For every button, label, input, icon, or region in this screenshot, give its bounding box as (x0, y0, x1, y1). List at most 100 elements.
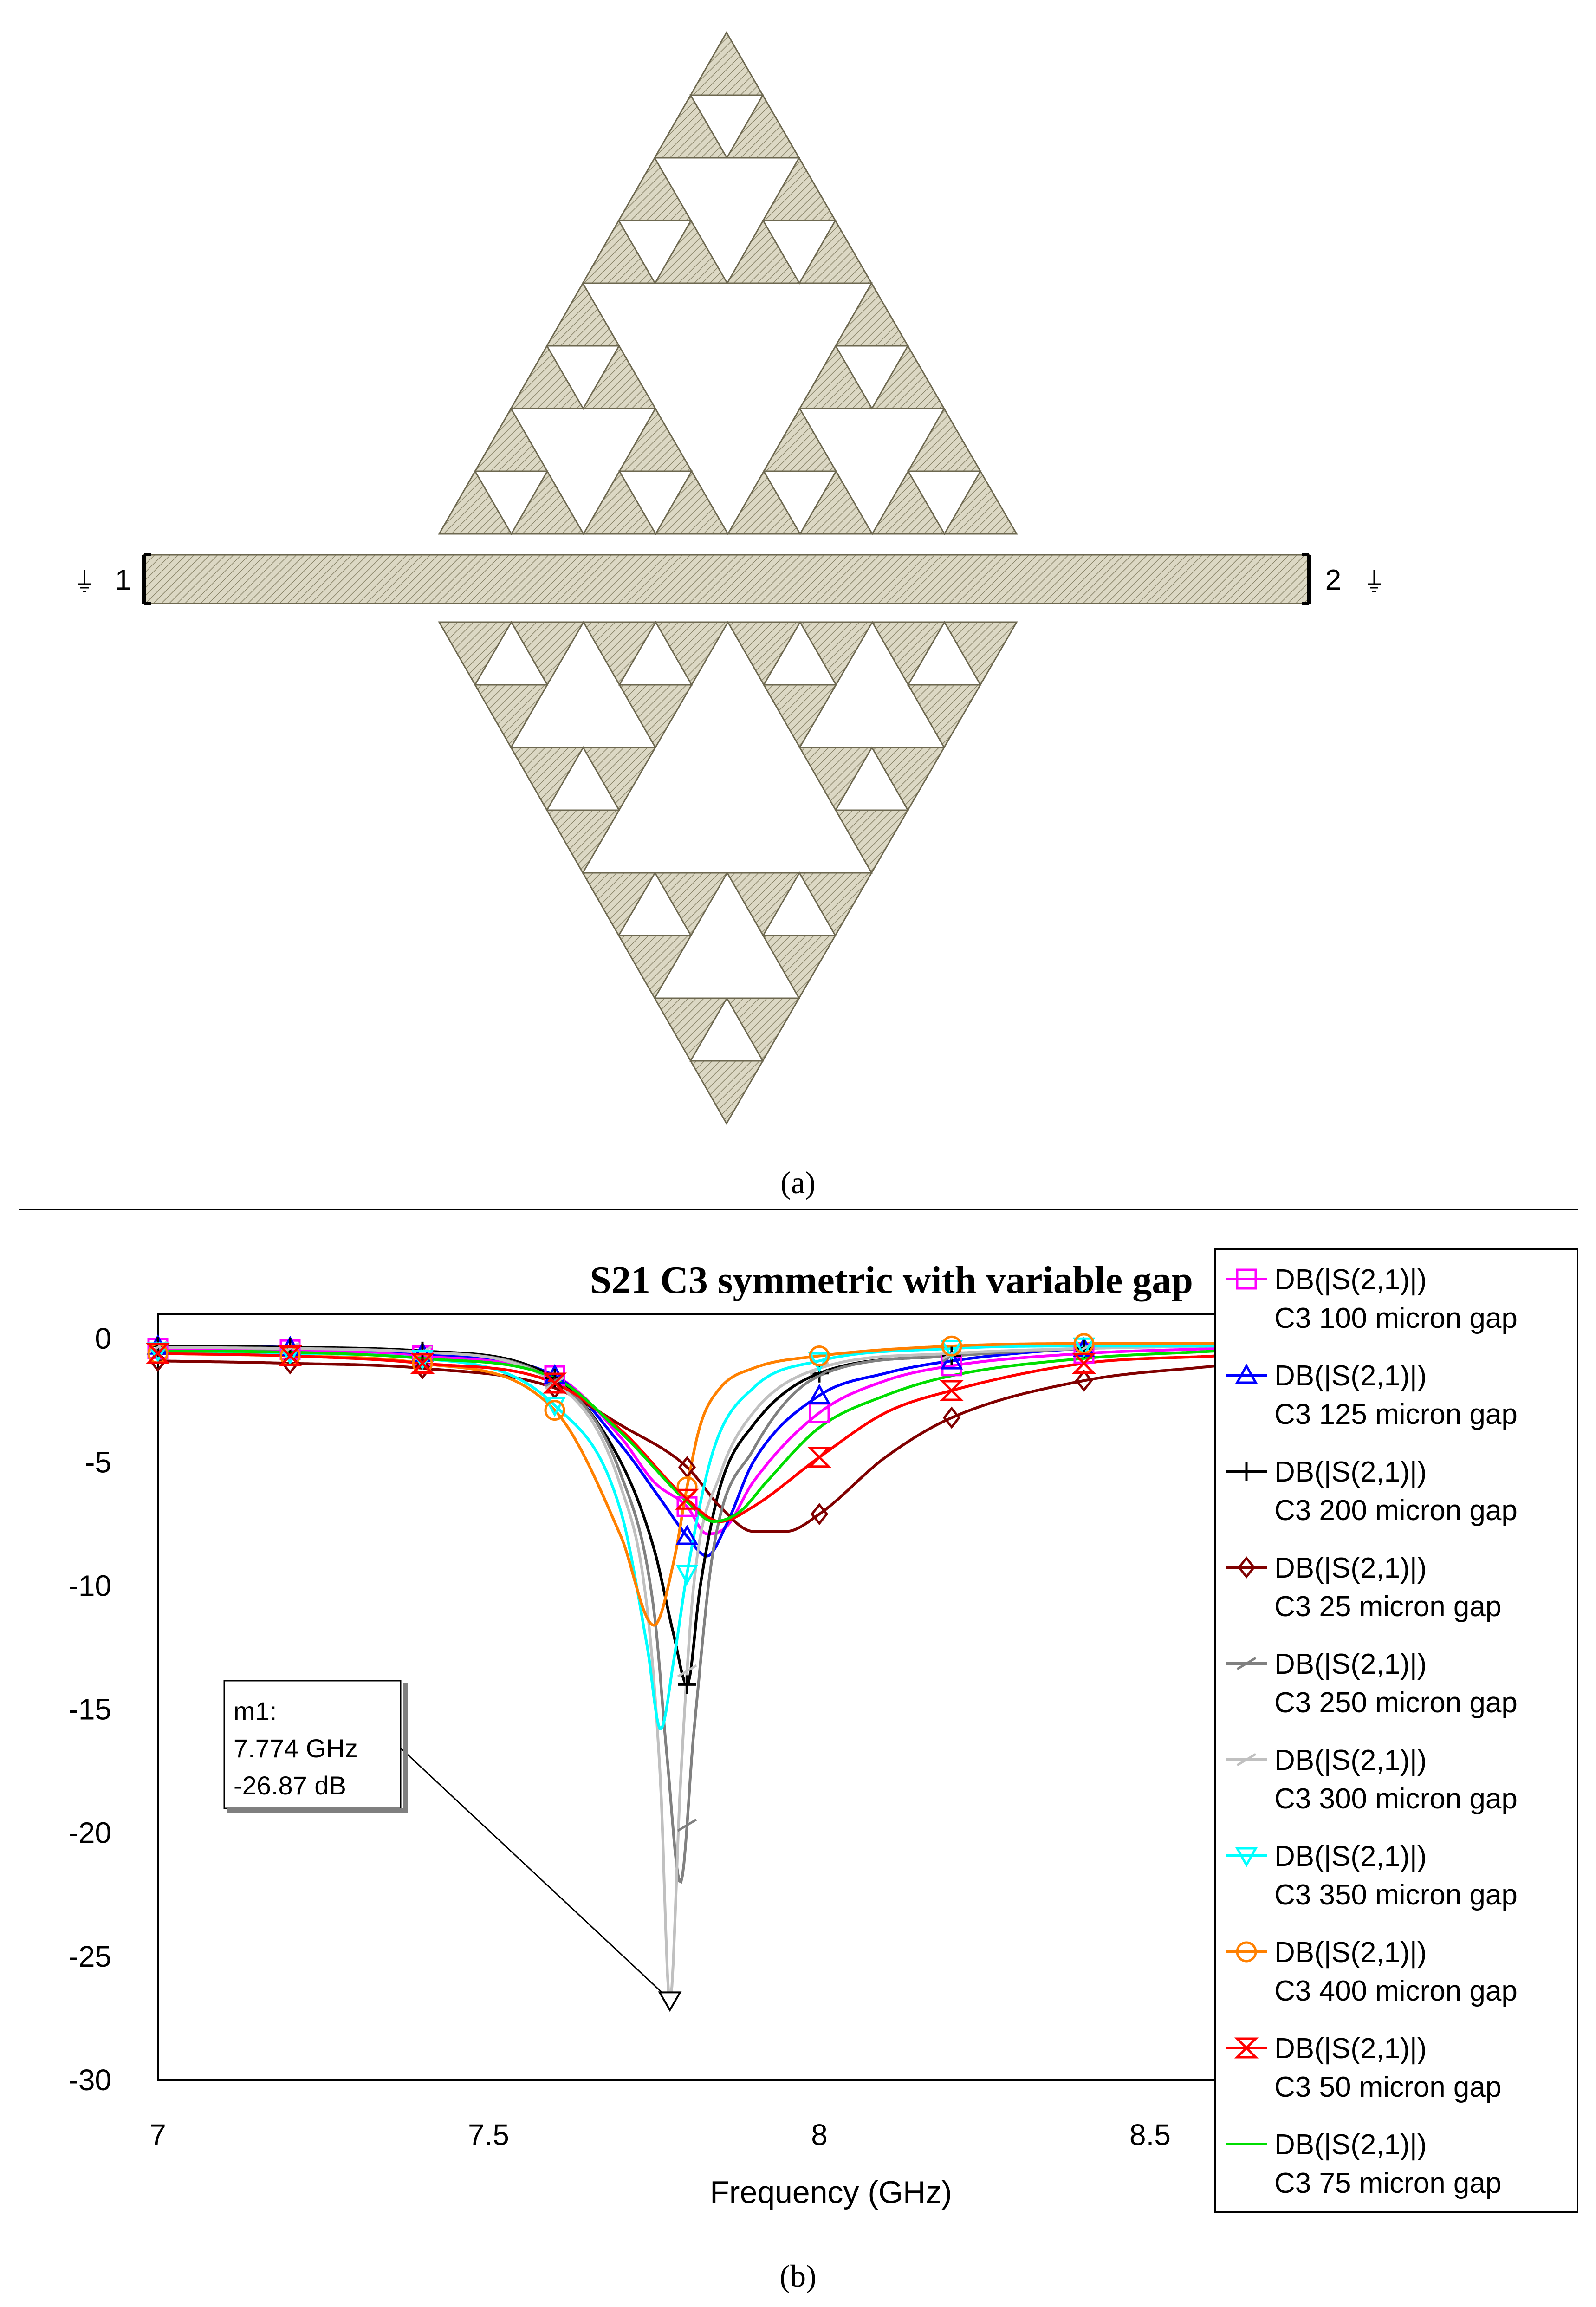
legend-marker (1237, 1556, 1256, 1579)
legend-series-desc: C3 100 micron gap (1274, 1302, 1518, 1334)
sierpinski-top-triangle (438, 31, 1018, 536)
sierpinski-hole (762, 620, 837, 686)
sierpinski-hole (617, 220, 692, 285)
series-marker-4 (809, 1369, 830, 1383)
series-marker-7 (1073, 1333, 1095, 1354)
series-marker-3 (1075, 1369, 1093, 1392)
legend-series-name: DB(|S(2,1)|) (1274, 1552, 1427, 1584)
x-tick-label: 7 (149, 2118, 166, 2151)
series-marker-3 (678, 1456, 696, 1479)
legend-series-desc: C3 400 micron gap (1274, 1975, 1518, 2007)
legend-series-name: DB(|S(2,1)|) (1274, 1456, 1427, 1488)
series-marker-6 (1072, 1337, 1096, 1358)
sierpinski-hole (689, 996, 764, 1062)
sierpinski-hole (474, 620, 549, 686)
sierpinski-hole (762, 871, 837, 936)
series-marker-2 (678, 1675, 696, 1694)
series-marker-6 (940, 1340, 963, 1360)
series-marker-6 (808, 1352, 831, 1373)
sierpinski-hole (762, 470, 837, 536)
port-2-label: 2 (1325, 564, 1341, 596)
legend-marker (1235, 1363, 1258, 1384)
legend-marker (1236, 1941, 1257, 1963)
y-tick-label: -25 (69, 1940, 112, 1973)
legend-series-name: DB(|S(2,1)|) (1274, 2033, 1427, 2065)
series-marker-8 (410, 1352, 435, 1374)
x-axis-label: Frequency (GHz) (710, 2175, 952, 2210)
series-marker-7 (676, 1476, 698, 1498)
legend-series-desc: C3 200 micron gap (1274, 1495, 1518, 1527)
chart-title: S21 C3 symmetric with variable gap (590, 1259, 1193, 1302)
legend-marker (1236, 1657, 1257, 1670)
series-line-0 (158, 1347, 1216, 1535)
series-marker-3 (942, 1406, 961, 1429)
legend-series-name: DB(|S(2,1)|) (1274, 1648, 1427, 1680)
series-marker-5 (941, 1347, 962, 1360)
series-line-3 (158, 1359, 1216, 1533)
sierpinski-hole (545, 345, 621, 410)
series-marker-0 (676, 1496, 698, 1517)
port-1-label: 1 (115, 564, 131, 596)
legend-series-name: DB(|S(2,1)|) (1274, 2129, 1427, 2161)
series-marker-8 (542, 1372, 567, 1394)
legend-series-desc: C3 125 micron gap (1274, 1398, 1518, 1430)
y-tick-labels: 0 -5 -10 -15 -20 -25 -30 (69, 1322, 112, 2097)
series-marker-8 (1071, 1352, 1096, 1374)
legend-marker (1234, 2037, 1259, 2059)
series-line-9 (158, 1349, 1216, 1523)
y-tick-label: -30 (69, 2063, 112, 2097)
sierpinski-hole (834, 345, 909, 410)
legend-series-name: DB(|S(2,1)|) (1274, 1744, 1427, 1776)
series-marker-8 (939, 1380, 964, 1401)
legend-marker (1236, 1753, 1257, 1767)
legend-series-name: DB(|S(2,1)|) (1274, 1937, 1427, 1969)
marker-m1-annotation: m1: 7.774 GHz -26.87 dB (223, 1680, 682, 2012)
legend-series-name: DB(|S(2,1)|) (1274, 1840, 1427, 1872)
legend-series-desc: C3 25 micron gap (1274, 1591, 1501, 1623)
legend-box (1214, 1248, 1578, 2213)
sierpinski-hole (545, 746, 621, 811)
x-tick-label: 8.5 (1129, 2118, 1171, 2151)
legend: DB(|S(2,1)|) C3 100 micron gap DB(|S(2,1)|… (1214, 1248, 1578, 2213)
sierpinski-hole (474, 470, 549, 536)
legend-series-name: DB(|S(2,1)|) (1274, 1264, 1427, 1296)
marker-leader-line (400, 1747, 670, 2001)
legend-series-desc: C3 300 micron gap (1274, 1783, 1518, 1815)
legend-series-desc: C3 350 micron gap (1274, 1879, 1518, 1911)
sierpinski-hole (618, 470, 693, 536)
legend-marker (1237, 1462, 1256, 1481)
series-marker-8 (675, 1488, 700, 1510)
series-marker-7 (941, 1335, 962, 1357)
series-marker-1 (411, 1342, 434, 1362)
s21-chart: 0 -5 -10 -15 -20 -25 -30 7 7.5 8 8.5 S21 C3 symme… (69, 1248, 1578, 2294)
sierpinski-hole (907, 620, 982, 686)
marker-label: m1: (234, 1696, 277, 1726)
y-tick-label: 0 (95, 1322, 111, 1355)
series-marker-1 (808, 1384, 831, 1404)
legend-series-desc: C3 250 micron gap (1274, 1687, 1518, 1719)
series-marker-7 (544, 1400, 565, 1421)
series-marker-3 (810, 1503, 829, 1526)
legend-series-desc: C3 50 micron gap (1274, 2071, 1501, 2103)
marker-frequency: 7.774 GHz (234, 1734, 358, 1763)
series-marker-8 (278, 1345, 303, 1366)
ground-icon (1368, 570, 1381, 592)
sierpinski-hole (617, 871, 692, 936)
y-tick-label: -20 (69, 1816, 112, 1850)
x-tick-label: 7.5 (468, 2118, 509, 2151)
y-tick-label: -5 (85, 1445, 111, 1479)
series-marker-4 (677, 1818, 697, 1832)
sierpinski-hole (618, 620, 693, 686)
series-marker-6 (543, 1397, 566, 1417)
y-tick-label: -10 (69, 1569, 112, 1602)
x-tick-labels: 7 7.5 8 8.5 (149, 2118, 1171, 2151)
series-marker-3 (413, 1357, 432, 1380)
caption-a: (a) (780, 1165, 815, 1200)
series-marker-8 (145, 1343, 170, 1364)
sierpinski-hole (907, 470, 982, 536)
series-marker-1 (675, 1524, 699, 1545)
legend-marker (1236, 1268, 1257, 1290)
marker-value: -26.87 dB (234, 1771, 346, 1800)
sierpinski-hole (762, 220, 837, 285)
